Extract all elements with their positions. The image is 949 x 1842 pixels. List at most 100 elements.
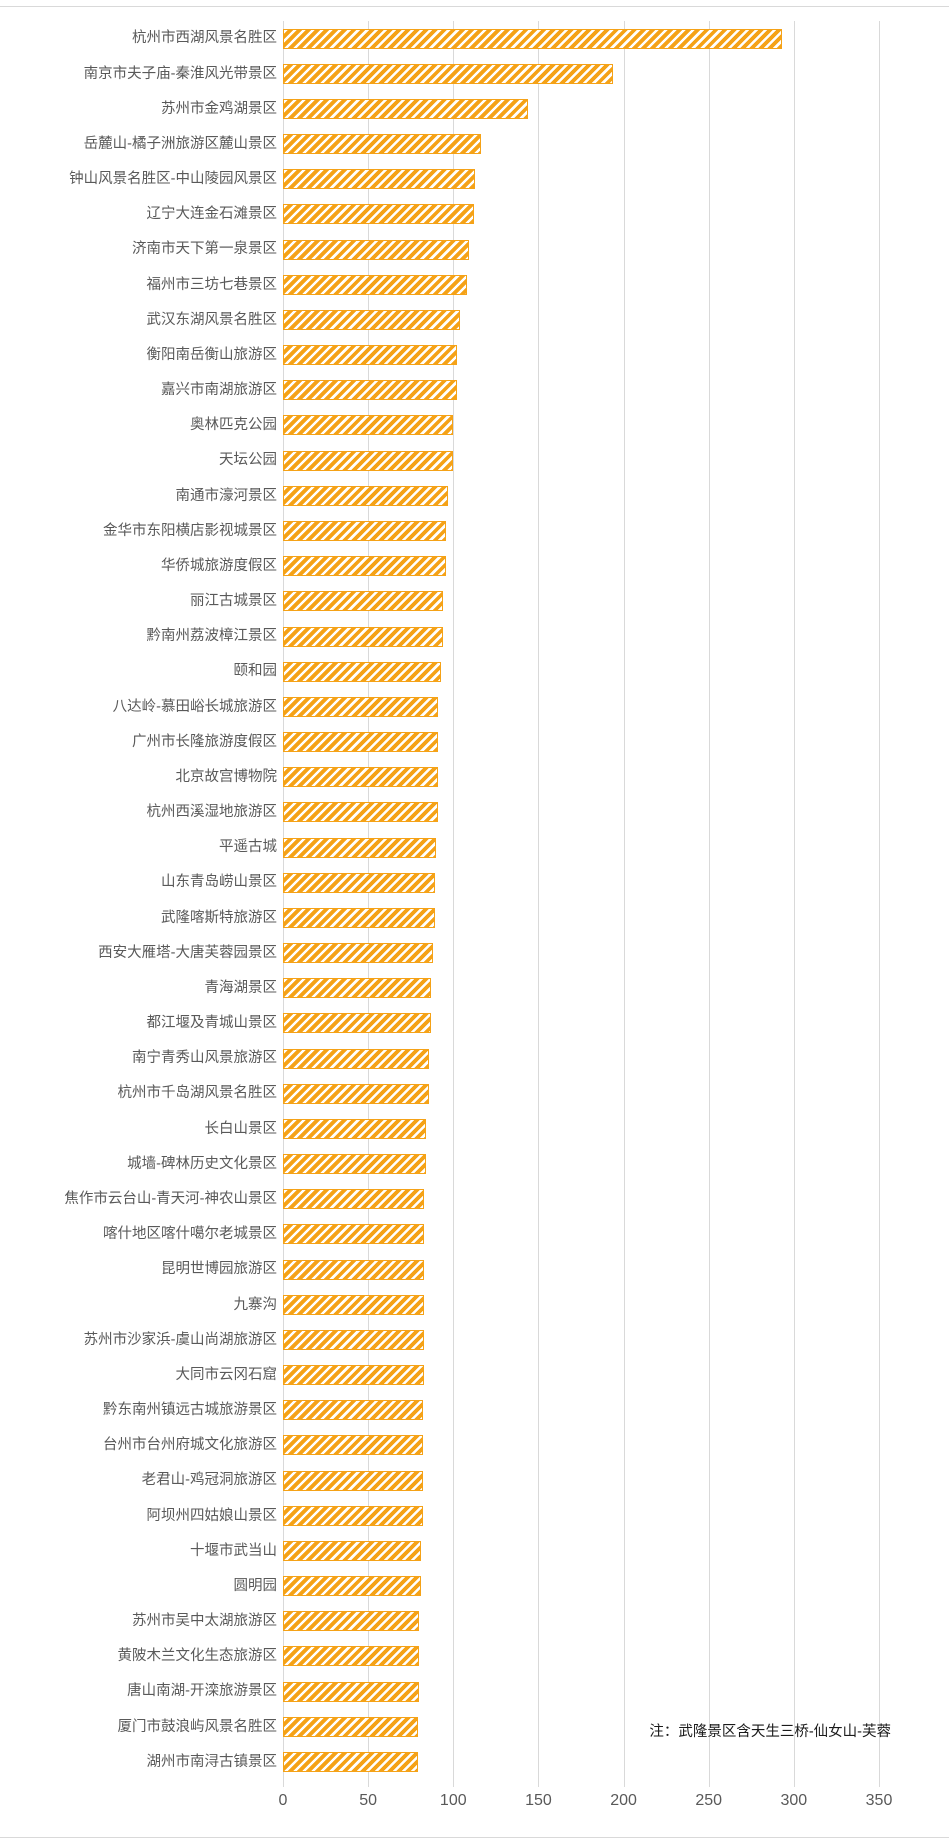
bar-row: 南宁青秀山风景旅游区 bbox=[0, 1041, 949, 1076]
bar[interactable] bbox=[283, 134, 481, 155]
bar[interactable] bbox=[283, 1470, 423, 1491]
category-label: 老君山-鸡冠洞旅游区 bbox=[141, 1472, 277, 1489]
bar-row: 苏州市金鸡湖景区 bbox=[0, 91, 949, 126]
bar-track bbox=[283, 21, 879, 56]
x-tick-0 bbox=[283, 1780, 284, 1787]
bar[interactable] bbox=[283, 1294, 425, 1315]
bar[interactable] bbox=[283, 1365, 425, 1386]
bar[interactable] bbox=[283, 415, 454, 436]
bar[interactable] bbox=[283, 591, 444, 612]
bar[interactable] bbox=[283, 98, 529, 119]
category-label: 杭州市西湖风景名胜区 bbox=[132, 30, 277, 47]
category-label: 黔南州荔波樟江景区 bbox=[146, 628, 278, 645]
category-label: 昆明世博园旅游区 bbox=[161, 1261, 277, 1278]
bar[interactable] bbox=[283, 1681, 420, 1702]
bar-track bbox=[283, 56, 879, 91]
bar[interactable] bbox=[283, 450, 454, 471]
bar[interactable] bbox=[283, 767, 438, 788]
bar[interactable] bbox=[283, 345, 457, 366]
bar[interactable] bbox=[283, 802, 438, 823]
bar[interactable] bbox=[283, 1576, 421, 1597]
bar-row: 湖州市南浔古镇景区 bbox=[0, 1744, 949, 1779]
bar[interactable] bbox=[283, 1505, 423, 1526]
bar[interactable] bbox=[283, 907, 435, 928]
bar-track bbox=[283, 197, 879, 232]
bar[interactable] bbox=[283, 978, 432, 999]
category-label: 山东青岛崂山景区 bbox=[161, 874, 277, 891]
bar[interactable] bbox=[283, 1048, 430, 1069]
bar[interactable] bbox=[283, 63, 614, 84]
category-label: 衡阳南岳衡山旅游区 bbox=[146, 346, 278, 363]
bar[interactable] bbox=[283, 872, 435, 893]
bar[interactable] bbox=[283, 309, 461, 330]
bar[interactable] bbox=[283, 943, 433, 964]
bar-track bbox=[283, 302, 879, 337]
bar[interactable] bbox=[283, 204, 474, 225]
x-tick-300 bbox=[793, 1780, 795, 1787]
bar-row: 都江堰及青城山景区 bbox=[0, 1006, 949, 1041]
bar[interactable] bbox=[283, 1540, 421, 1561]
bar-track bbox=[283, 338, 879, 373]
bar-row: 南通市濠河景区 bbox=[0, 478, 949, 513]
bar[interactable] bbox=[283, 1329, 425, 1350]
bar-row: 长白山景区 bbox=[0, 1111, 949, 1146]
category-label: 广州市长隆旅游度假区 bbox=[132, 733, 277, 750]
bar-row: 金华市东阳横店影视城景区 bbox=[0, 513, 949, 548]
bar[interactable] bbox=[283, 1435, 423, 1456]
bar[interactable] bbox=[283, 274, 467, 295]
bar-track bbox=[283, 232, 879, 267]
bar[interactable] bbox=[283, 1611, 420, 1632]
category-label: 苏州市金鸡湖景区 bbox=[161, 100, 277, 117]
bar[interactable] bbox=[283, 1224, 425, 1245]
bar-row: 衡阳南岳衡山旅游区 bbox=[0, 338, 949, 373]
category-label: 苏州市沙家浜-虞山尚湖旅游区 bbox=[83, 1331, 277, 1348]
bar-row: 城墙-碑林历史文化景区 bbox=[0, 1147, 949, 1182]
bar-track bbox=[283, 513, 879, 548]
bar[interactable] bbox=[283, 626, 444, 647]
category-label: 青海湖景区 bbox=[204, 979, 278, 996]
x-tick-label-100: 100 bbox=[439, 1792, 467, 1809]
bar[interactable] bbox=[283, 1013, 432, 1034]
bar[interactable] bbox=[283, 1716, 418, 1737]
bar[interactable] bbox=[283, 169, 476, 190]
bar[interactable] bbox=[283, 1752, 418, 1772]
bar-track bbox=[283, 1393, 879, 1428]
bar-track bbox=[283, 1287, 879, 1322]
bar[interactable] bbox=[283, 1259, 425, 1280]
x-tick-label-300: 300 bbox=[780, 1792, 808, 1809]
bar[interactable] bbox=[283, 1189, 425, 1210]
bar-row: 八达岭-慕田峪长城旅游区 bbox=[0, 689, 949, 724]
bar[interactable] bbox=[283, 1400, 423, 1421]
x-tick-label-0: 0 bbox=[278, 1792, 288, 1809]
category-label: 岳麓山-橘子洲旅游区麓山景区 bbox=[83, 135, 277, 152]
bar[interactable] bbox=[283, 696, 438, 717]
bar-row: 广州市长隆旅游度假区 bbox=[0, 724, 949, 759]
bar-row: 十堰市武当山 bbox=[0, 1533, 949, 1568]
bar-row: 山东青岛崂山景区 bbox=[0, 865, 949, 900]
bar[interactable] bbox=[283, 380, 457, 401]
bar[interactable] bbox=[283, 485, 449, 506]
bar[interactable] bbox=[283, 239, 469, 260]
bar[interactable] bbox=[283, 28, 782, 49]
bar[interactable] bbox=[283, 1118, 427, 1139]
bar[interactable] bbox=[283, 520, 447, 541]
bar[interactable] bbox=[283, 1083, 430, 1104]
bar-row: 武隆喀斯特旅游区 bbox=[0, 900, 949, 935]
bar-row: 天坛公园 bbox=[0, 443, 949, 478]
bar-track bbox=[283, 1041, 879, 1076]
x-tick-250 bbox=[708, 1780, 710, 1787]
category-label: 平遥古城 bbox=[219, 839, 277, 856]
bar-track bbox=[283, 267, 879, 302]
bar-track bbox=[283, 408, 879, 443]
bar-row: 青海湖景区 bbox=[0, 971, 949, 1006]
category-label: 金华市东阳横店影视城景区 bbox=[103, 522, 277, 539]
category-label: 钟山风景名胜区-中山陵园风景区 bbox=[69, 171, 277, 188]
bar[interactable] bbox=[283, 732, 438, 753]
bar[interactable] bbox=[283, 661, 442, 682]
category-label: 辽宁大连金石滩景区 bbox=[146, 206, 278, 223]
bar[interactable] bbox=[283, 837, 437, 858]
bar[interactable] bbox=[283, 1154, 427, 1175]
bar-track bbox=[283, 1709, 879, 1744]
bar[interactable] bbox=[283, 1646, 420, 1667]
bar[interactable] bbox=[283, 556, 447, 577]
